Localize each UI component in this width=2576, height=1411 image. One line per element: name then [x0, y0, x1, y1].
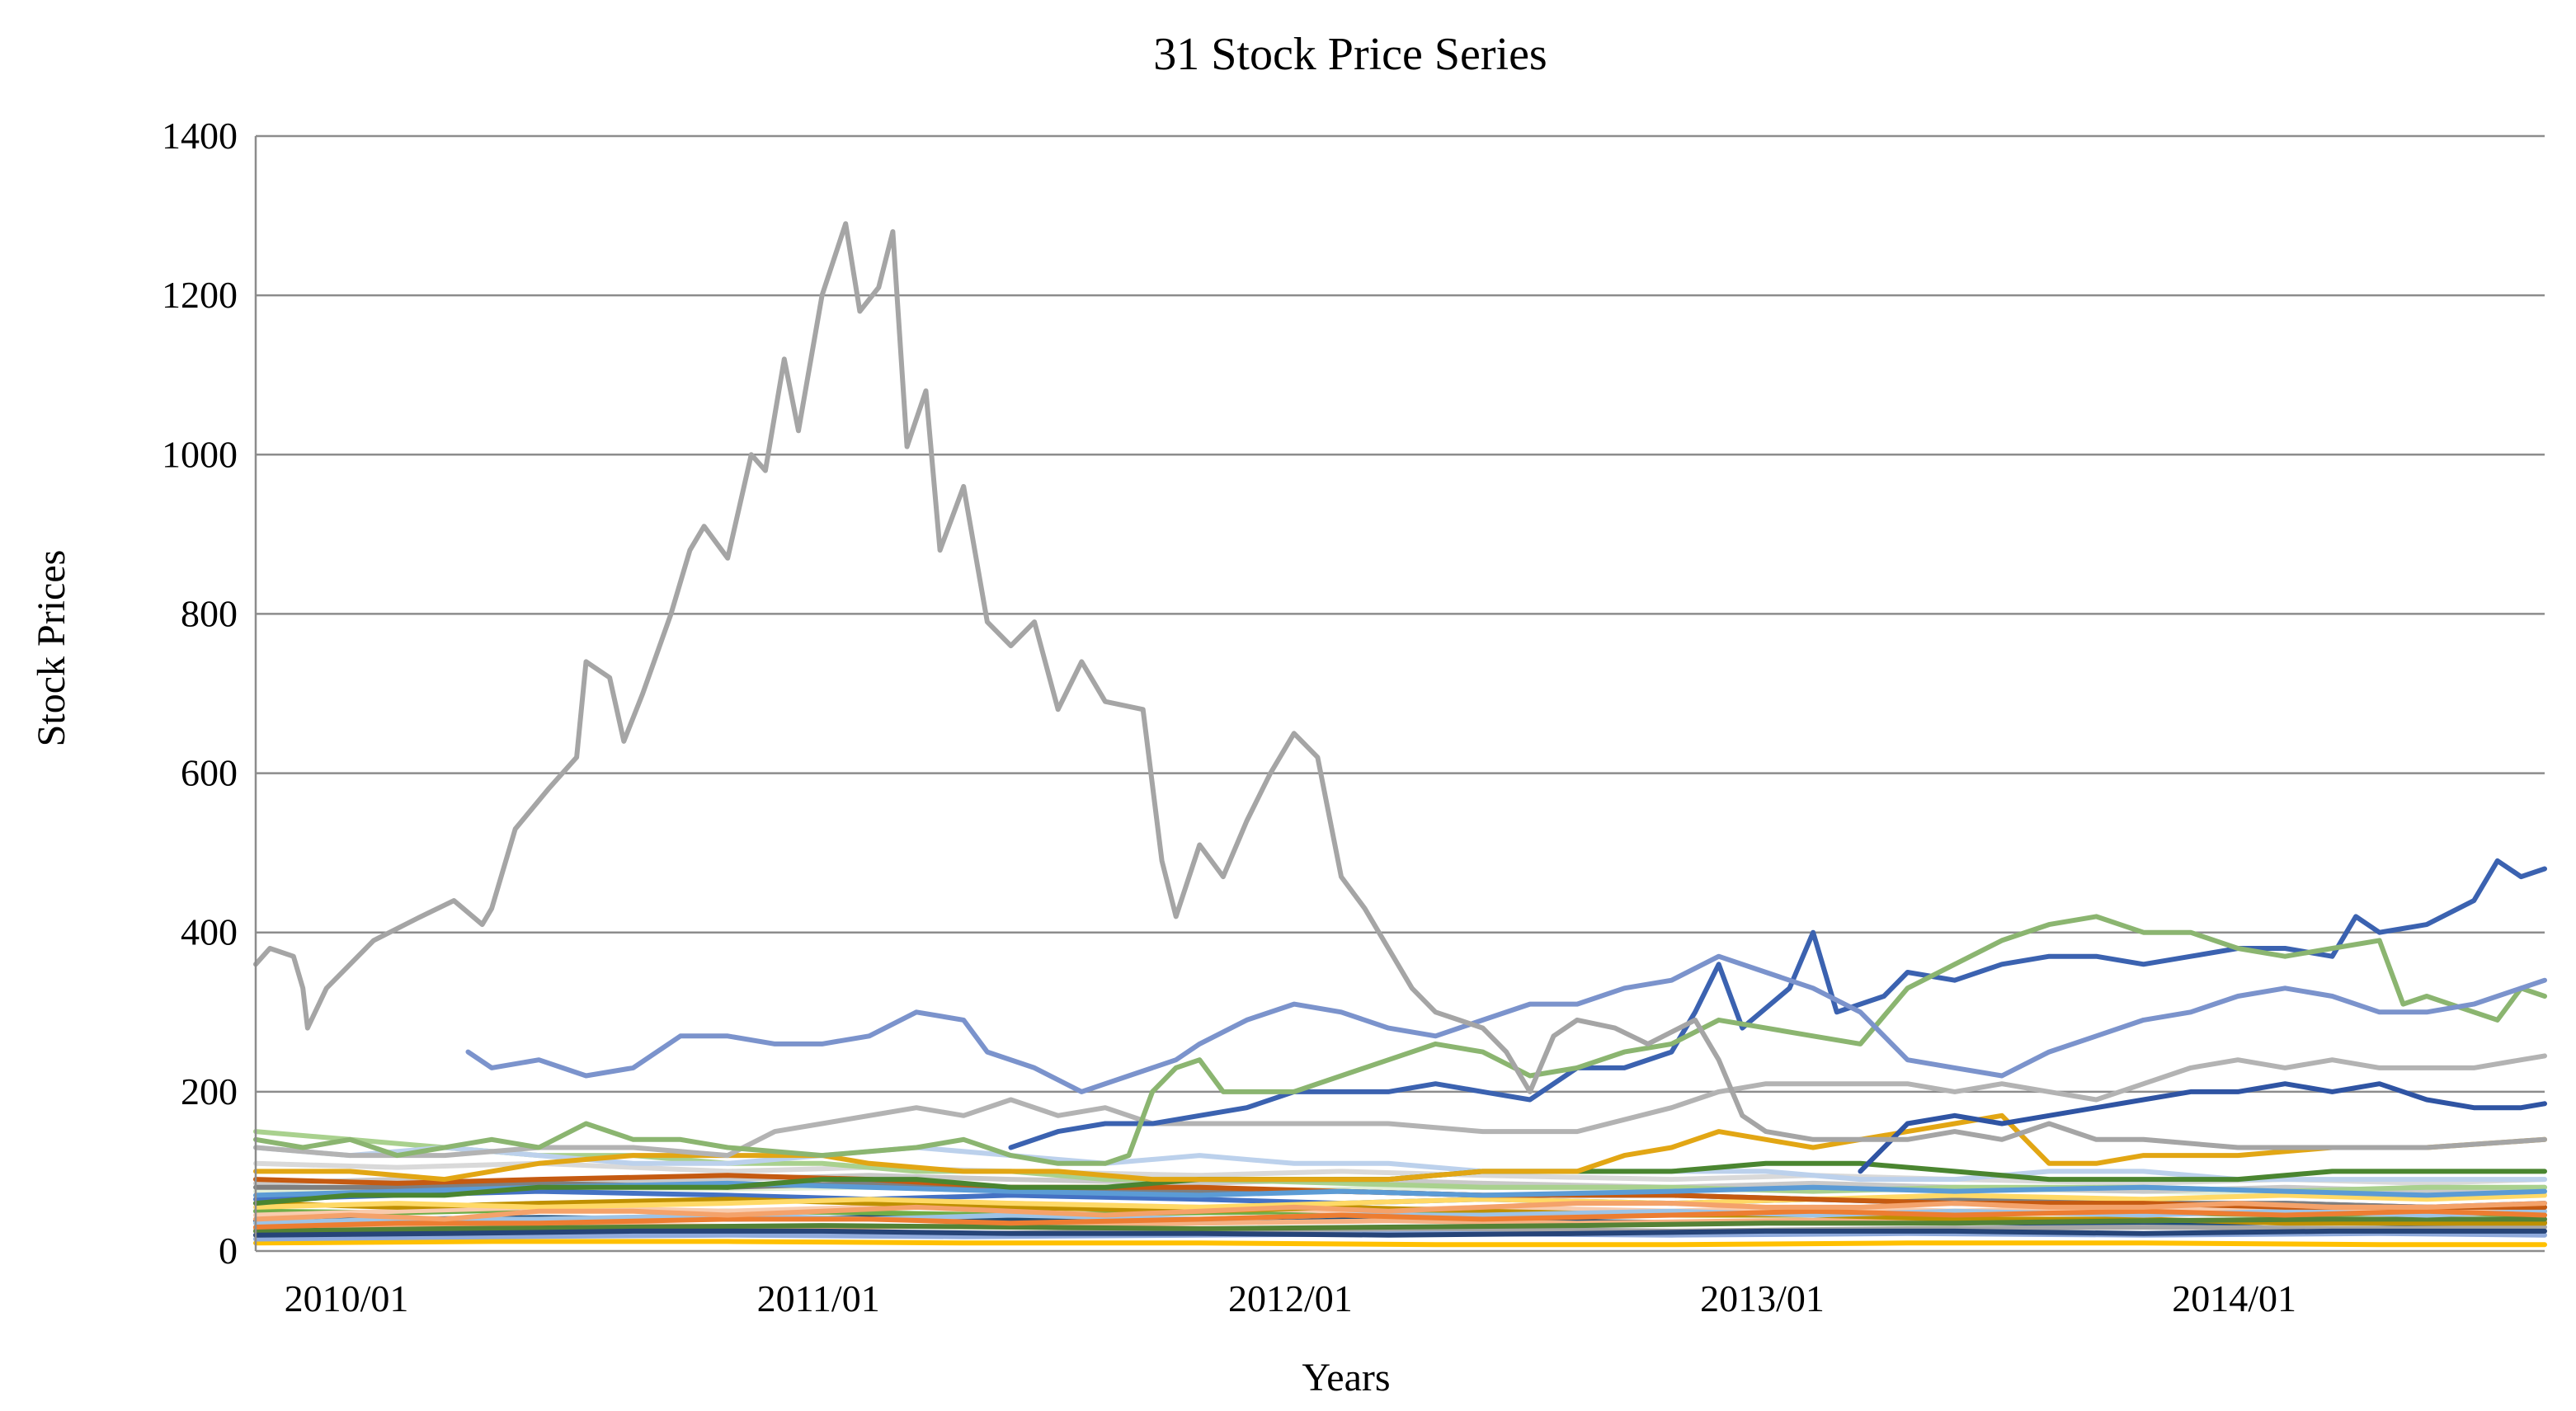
series-line-4 — [1008, 858, 2547, 1150]
y-tick-labels: 0 200 400 600 800 1000 1200 1400 — [162, 115, 238, 1272]
series-line-19 — [253, 1216, 2547, 1234]
series-line-15 — [253, 1192, 2547, 1210]
series-line-1 — [253, 221, 2547, 1150]
x-tick-label: 2014/01 — [2172, 1277, 2296, 1319]
y-tick-label: 0 — [219, 1230, 238, 1272]
series-line-27 — [253, 1239, 2547, 1248]
series-line-13 — [253, 1228, 2547, 1238]
x-axis-title: Years — [1302, 1356, 1390, 1399]
series-line-2 — [465, 953, 2547, 1094]
y-tick-label: 200 — [181, 1070, 238, 1112]
x-tick-label: 2013/01 — [1700, 1277, 1825, 1319]
x-tick-label: 2012/01 — [1228, 1277, 1353, 1319]
x-tick-label: 2011/01 — [757, 1277, 880, 1319]
y-tick-label: 1400 — [162, 115, 238, 157]
series-line-10 — [253, 1201, 2547, 1222]
axes — [254, 136, 2545, 1253]
y-axis-title: Stock Prices — [30, 550, 73, 747]
y-tick-label: 400 — [181, 911, 238, 953]
y-tick-label: 600 — [181, 752, 238, 794]
y-tick-label: 1200 — [162, 274, 238, 316]
series-line-3 — [253, 914, 2547, 1166]
gridlines — [256, 134, 2545, 1094]
y-tick-label: 1000 — [162, 433, 238, 475]
series-line-6 — [253, 1053, 2547, 1159]
series-lines — [253, 221, 2547, 1248]
x-tick-labels: 2010/01 2011/01 2012/01 2013/01 2014/01 — [285, 1277, 2296, 1319]
series-line-9 — [253, 1145, 2547, 1183]
y-tick-label: 800 — [181, 592, 238, 634]
x-tick-label: 2010/01 — [285, 1277, 409, 1319]
chart-title: 31 Stock Price Series — [1153, 29, 1547, 80]
series-line-11 — [253, 1208, 2547, 1230]
series-line-5 — [1858, 1081, 2547, 1174]
